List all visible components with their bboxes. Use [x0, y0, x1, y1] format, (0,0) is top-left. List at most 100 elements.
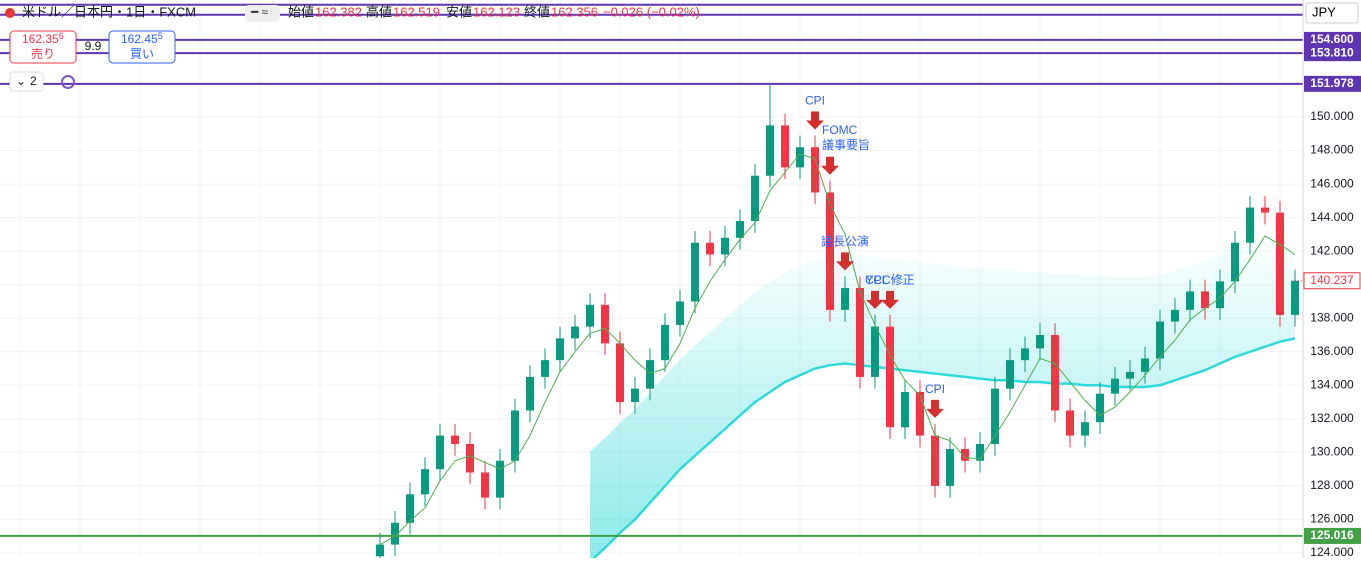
low-value: 162.123	[473, 4, 520, 19]
level-tag	[1304, 45, 1361, 62]
buy-price-main: 162.45	[121, 32, 158, 46]
candle-body	[1156, 321, 1164, 359]
sell-pip: 6	[59, 31, 64, 41]
level-label: 151.978	[1310, 76, 1354, 90]
symbol-icon	[5, 8, 15, 18]
level-tag	[1304, 75, 1361, 92]
candle-body	[1111, 378, 1119, 394]
y-tick-label: 130.000	[1310, 445, 1354, 459]
event-arrow	[836, 252, 854, 271]
candle-body	[526, 376, 534, 411]
candle-body	[976, 443, 984, 461]
candle-body	[406, 494, 414, 523]
candle-body	[541, 360, 549, 377]
y-tick-label: 150.000	[1310, 109, 1354, 123]
buy-pip: 5	[158, 31, 163, 41]
candle-body	[811, 147, 819, 193]
event-label: 議長公演	[821, 233, 869, 248]
candle-body	[706, 242, 714, 255]
event-arrow	[821, 156, 839, 175]
candle-body	[871, 326, 879, 377]
event-label: 議事要旨	[822, 138, 870, 152]
y-tick-label: 138.000	[1310, 310, 1354, 324]
sync-icon[interactable]	[61, 75, 75, 89]
candle-body	[1021, 348, 1029, 361]
candle-body	[1276, 212, 1284, 315]
candle-body	[916, 392, 924, 436]
event-label: CPI	[925, 382, 945, 396]
candle-body	[616, 343, 624, 403]
last-price-tag	[1303, 272, 1361, 290]
candle-body	[961, 449, 969, 461]
y-tick-label: 142.000	[1310, 243, 1354, 257]
currency-button[interactable]	[1305, 2, 1359, 24]
y-tick-label: 148.000	[1310, 143, 1354, 157]
candle-body	[571, 326, 579, 339]
close-value: 162.356	[551, 4, 598, 19]
y-tick-label: 132.000	[1310, 411, 1354, 425]
chevron: ⌄	[16, 74, 26, 88]
level-label: 154.600	[1310, 32, 1354, 46]
ma-line	[379, 153, 1296, 546]
candle-body	[376, 544, 384, 557]
open-label: 始値	[288, 4, 314, 19]
candle-body	[1201, 291, 1209, 309]
candle-body	[436, 435, 444, 470]
sell-label: 売り	[31, 46, 55, 61]
event-arrow	[881, 290, 899, 309]
candle-body	[511, 410, 519, 461]
y-tick-label: 128.000	[1310, 478, 1354, 492]
candle-body	[1096, 393, 1104, 423]
last-price-label: 140.237	[1310, 273, 1354, 287]
candle-body	[481, 472, 489, 498]
candle-body	[1126, 371, 1134, 379]
y-tick-label: 144.000	[1310, 210, 1354, 224]
low-label: 安値	[446, 4, 472, 19]
candle-body	[1186, 291, 1194, 310]
candle-body	[1006, 360, 1014, 389]
candle-body	[1051, 335, 1059, 411]
candle-body	[1171, 309, 1179, 322]
symbol-title: 米ドル／日本円・1日・FXCM	[22, 4, 196, 19]
candle-body	[751, 175, 759, 221]
candle-body	[556, 338, 564, 361]
event-label: FOMC	[822, 123, 858, 137]
level-label: 153.810	[1310, 45, 1354, 59]
candle-body	[1036, 335, 1044, 349]
cloud-line	[589, 337, 1296, 563]
candle-body	[1291, 280, 1299, 315]
candle-body	[1261, 207, 1269, 213]
sell-price-main: 162.35	[22, 32, 59, 46]
candle-body	[766, 125, 774, 176]
candle-body	[1216, 281, 1224, 309]
level-label: 125.016	[1310, 528, 1354, 542]
candle-body	[841, 288, 849, 310]
change: −0.026 (−0.02%)	[603, 4, 700, 19]
candle-body	[691, 242, 699, 302]
candle-body	[631, 388, 639, 403]
candle-body	[646, 360, 654, 389]
event-arrow	[806, 111, 824, 130]
high-label: 高値	[366, 4, 392, 19]
event-label: YCC修正	[865, 272, 914, 287]
candle-body	[1141, 358, 1149, 372]
toggle[interactable]	[245, 5, 280, 22]
event-arrow	[926, 399, 944, 418]
sell-button[interactable]	[9, 30, 77, 64]
event-label: CPI	[805, 94, 825, 108]
indicator-toggle[interactable]	[9, 71, 44, 92]
close-label: 終値	[524, 4, 550, 19]
candle-body	[451, 435, 459, 444]
toggle-icon: ━ ≈	[250, 5, 269, 19]
candle-body	[1231, 242, 1239, 282]
candle-body	[421, 469, 429, 495]
y-tick-label: 124.000	[1310, 545, 1354, 558]
buy-button[interactable]	[108, 30, 176, 64]
candle-body	[661, 324, 669, 361]
currency: JPY	[1312, 4, 1336, 19]
y-tick-label: 146.000	[1310, 176, 1354, 190]
high-value: 162.519	[393, 4, 440, 19]
candle-body	[1246, 207, 1254, 243]
cloud-area	[590, 228, 1295, 562]
